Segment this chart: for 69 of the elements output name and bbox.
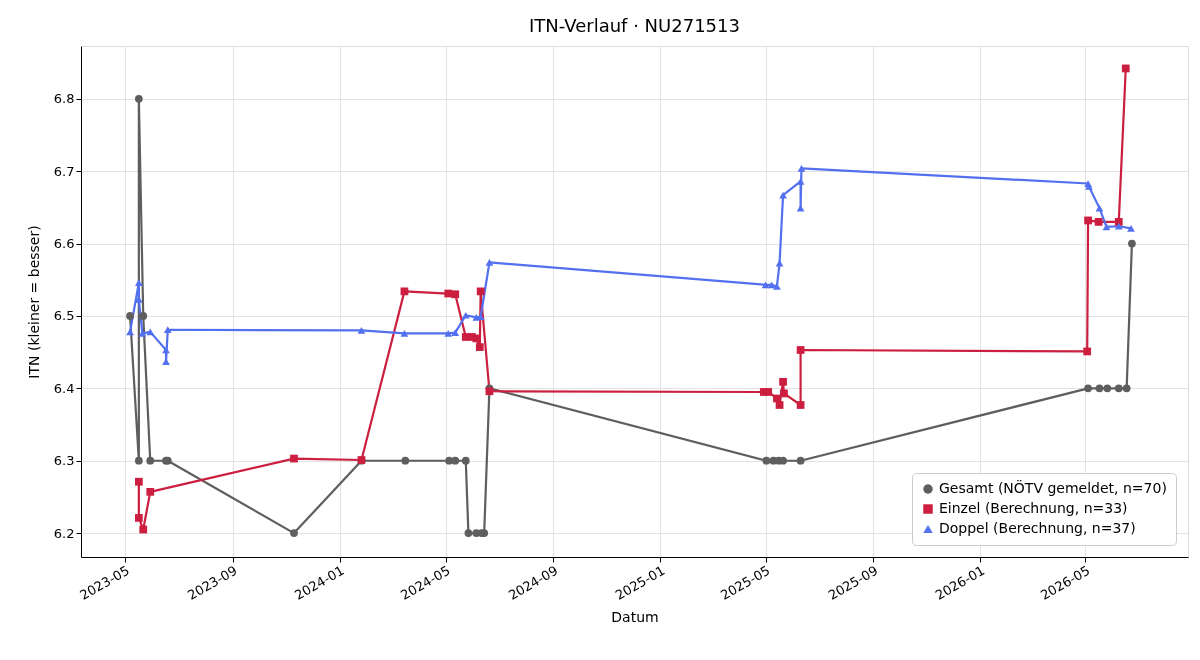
point: [445, 456, 453, 465]
point: [134, 94, 143, 103]
point: [779, 456, 787, 465]
point: [126, 328, 134, 336]
point: [163, 326, 172, 334]
point: [780, 389, 788, 398]
point: [1084, 384, 1092, 393]
point: [1114, 218, 1123, 226]
point: [290, 529, 298, 537]
point: [485, 259, 494, 266]
point: [146, 456, 155, 465]
point: [796, 401, 805, 409]
legend-label: Einzel (Berechnung, n=33): [939, 500, 1128, 516]
point: [1114, 384, 1123, 393]
point: [775, 401, 784, 409]
point: [1084, 216, 1092, 225]
y-tick-label: 6.5: [53, 308, 75, 324]
point: [444, 329, 453, 337]
point: [796, 346, 805, 354]
point: [400, 287, 409, 296]
point: [1095, 384, 1104, 393]
point: [451, 329, 460, 336]
point: [134, 456, 143, 465]
point: [1102, 223, 1111, 231]
point: [139, 525, 148, 534]
legend-label: Gesamt (NÖTV gemeldet, n=70): [939, 479, 1167, 496]
y-tick-label: 6.7: [53, 163, 75, 179]
point: [762, 456, 771, 465]
point: [134, 514, 143, 522]
y-tick-label: 6.8: [53, 91, 75, 107]
point: [357, 327, 366, 334]
point: [400, 329, 409, 337]
y-tick-label: 6.2: [53, 525, 75, 541]
point: [767, 281, 776, 289]
point: [797, 164, 806, 172]
point: [476, 287, 485, 296]
point: [1127, 225, 1135, 232]
point: [764, 388, 773, 396]
point: [451, 456, 460, 465]
point: [126, 312, 134, 320]
point: [475, 343, 484, 351]
point: [1128, 239, 1136, 248]
point: [1103, 384, 1112, 393]
point: [139, 312, 148, 320]
y-axis-title: ITN (kleiner = besser): [25, 225, 42, 379]
point: [1122, 384, 1131, 393]
point: [146, 487, 155, 496]
point: [134, 477, 143, 486]
point: [464, 529, 473, 537]
point: [1094, 218, 1103, 226]
y-tick-label: 6.4: [53, 380, 75, 396]
point: [461, 311, 470, 319]
point: [1114, 222, 1123, 230]
chart-title: ITN-Verlauf · NU271513: [529, 15, 740, 36]
point: [290, 454, 298, 463]
point: [796, 456, 805, 465]
point: [401, 456, 410, 465]
point: [773, 282, 781, 290]
point: [451, 290, 460, 299]
point: [146, 328, 155, 336]
point: [779, 377, 787, 386]
y-tick-label: 6.6: [53, 236, 75, 252]
point: [134, 279, 143, 287]
point: [1083, 347, 1092, 356]
y-tick-label: 6.3: [53, 453, 75, 469]
x-axis-title: Datum: [611, 608, 659, 625]
point: [461, 456, 470, 465]
point: [1121, 64, 1130, 73]
legend-label: Doppel (Berechnung, n=37): [939, 520, 1136, 536]
